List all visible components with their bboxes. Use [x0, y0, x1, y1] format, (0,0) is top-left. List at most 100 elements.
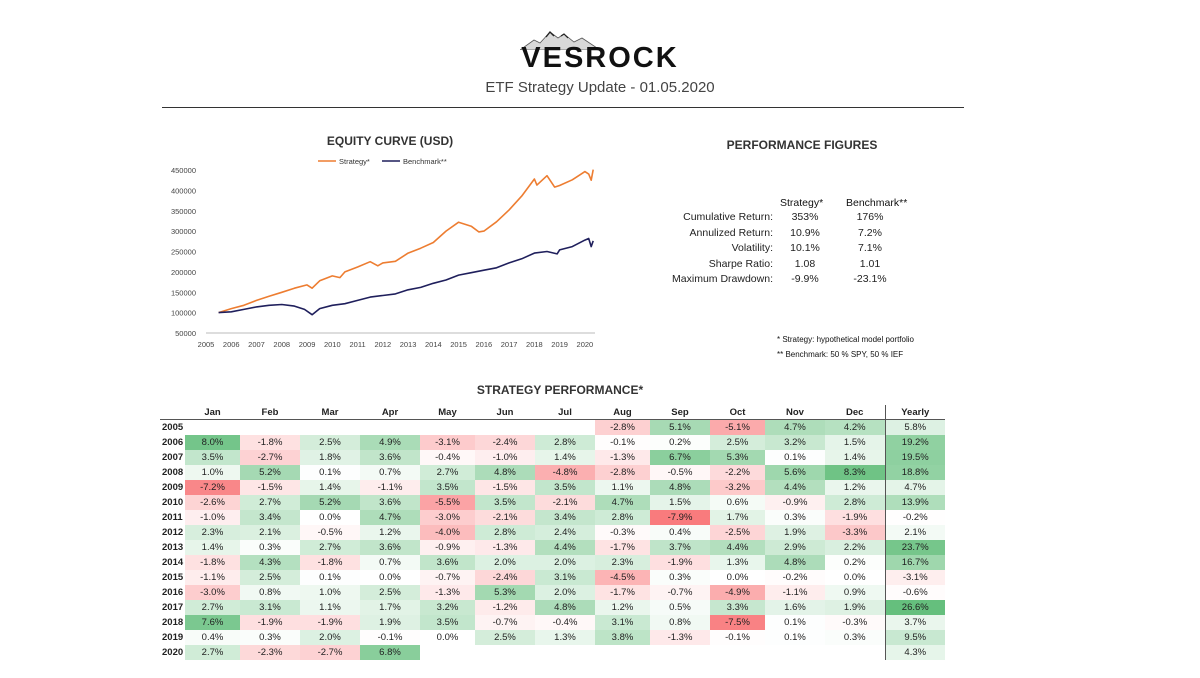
- monthly-return-cell: -1.9%: [825, 510, 885, 525]
- y-tick-label: 150000: [171, 288, 196, 297]
- table-row: 2015 -1.1% 2.5% 0.1% 0.0% -0.7% -2.4% 3.1% -4.5%…: [160, 570, 945, 585]
- metric-label: Volatility:: [731, 242, 773, 254]
- yearly-return-cell: 2.1%: [884, 525, 945, 540]
- benchmark-value: 7.2%: [858, 226, 882, 239]
- benchmark-value: 1.01: [859, 257, 881, 270]
- monthly-return-cell: -4.8%: [535, 465, 595, 480]
- year-header: [160, 405, 185, 420]
- yearly-return-cell: 16.7%: [884, 555, 945, 570]
- monthly-return-cell: -7.9%: [650, 510, 710, 525]
- monthly-return-cell: [185, 419, 240, 435]
- monthly-return-cell: 0.7%: [360, 555, 420, 570]
- monthly-return-cell: 7.6%: [185, 615, 240, 630]
- header-divider: [162, 107, 964, 108]
- monthly-return-cell: 0.0%: [420, 630, 475, 645]
- yearly-return-cell: -0.6%: [884, 585, 945, 600]
- monthly-return-cell: 2.5%: [240, 570, 300, 585]
- monthly-return-cell: 2.3%: [185, 525, 240, 540]
- metric-label: Annulized Return:: [689, 226, 773, 239]
- monthly-return-cell: 3.5%: [420, 480, 475, 495]
- monthly-return-cell: -1.5%: [475, 480, 535, 495]
- monthly-return-cell: 3.8%: [595, 630, 650, 645]
- monthly-return-cell: 5.6%: [765, 465, 825, 480]
- year-label: 2017: [162, 602, 184, 613]
- monthly-return-cell: 1.5%: [650, 495, 710, 510]
- table-row: 2019 0.4% 0.3% 2.0% -0.1% 0.0% 2.5% 1.3% 3.8% -1.…: [160, 630, 945, 645]
- year-label: 2009: [162, 482, 184, 493]
- monthly-return-cell: 3.4%: [240, 510, 300, 525]
- month-header: Nov: [765, 405, 825, 420]
- monthly-return-cell: [475, 645, 535, 660]
- monthly-return-cell: 1.1%: [300, 600, 360, 615]
- year-label: 2016: [162, 587, 184, 598]
- monthly-return-cell: 2.3%: [595, 555, 650, 570]
- monthly-return-cell: 1.4%: [300, 480, 360, 495]
- performance-figures-title: PERFORMANCE FIGURES: [726, 138, 878, 152]
- monthly-return-cell: -1.2%: [475, 600, 535, 615]
- benchmark-value: 176%: [856, 211, 884, 223]
- x-tick-label: 2010: [324, 340, 341, 349]
- monthly-return-cell: 3.2%: [765, 435, 825, 450]
- report-subtitle: ETF Strategy Update - 01.05.2020: [485, 79, 715, 96]
- monthly-return-cell: 0.1%: [300, 570, 360, 585]
- month-header: Sep: [650, 405, 710, 420]
- monthly-return-cell: 1.0%: [185, 465, 240, 480]
- y-tick-label: 200000: [171, 268, 196, 277]
- x-tick-label: 2017: [501, 340, 518, 349]
- table-row: 2012 2.3% 2.1% -0.5% 1.2% -4.0% 2.8% 2.4% -0.3% 0…: [160, 525, 945, 540]
- monthly-return-cell: 1.4%: [185, 540, 240, 555]
- monthly-return-cell: [765, 645, 825, 660]
- monthly-return-cell: [535, 419, 595, 435]
- monthly-return-cell: -1.9%: [300, 615, 360, 630]
- monthly-return-cell: 2.8%: [825, 495, 885, 510]
- monthly-return-cell: 6.8%: [360, 645, 420, 660]
- monthly-return-cell: -5.5%: [420, 495, 475, 510]
- chart-title: EQUITY CURVE (USD): [326, 134, 454, 148]
- monthly-return-cell: 1.8%: [300, 450, 360, 465]
- monthly-return-cell: -3.0%: [185, 585, 240, 600]
- month-header: Aug: [595, 405, 650, 420]
- monthly-return-cell: -0.1%: [360, 630, 420, 645]
- monthly-return-cell: 2.8%: [535, 435, 595, 450]
- year-label: 2012: [162, 527, 184, 538]
- monthly-return-cell: 2.0%: [300, 630, 360, 645]
- equity-curve-chart: EQUITY CURVE (USD) 50000 100000 150000 2000…: [160, 128, 600, 358]
- year-label: 2013: [162, 542, 184, 553]
- yearly-return-cell: 9.5%: [884, 630, 945, 645]
- monthly-return-cell: -0.2%: [765, 570, 825, 585]
- month-header: Feb: [240, 405, 300, 420]
- monthly-return-cell: 2.7%: [240, 495, 300, 510]
- table-row: 2013 1.4% 0.3% 2.7% 3.6% -0.9% -1.3% 4.4% -1.7% 3…: [160, 540, 945, 555]
- table-row: 2009 -7.2% -1.5% 1.4% -1.1% 3.5% -1.5% 3.5% 1.1%…: [160, 480, 945, 495]
- monthly-return-cell: 0.3%: [240, 540, 300, 555]
- monthly-return-cell: -2.2%: [710, 465, 765, 480]
- monthly-return-cell: -0.9%: [420, 540, 475, 555]
- x-tick-label: 2009: [299, 340, 316, 349]
- table-row: 2018 7.6% -1.9% -1.9% 1.9% 3.5% -0.7% -0.4% 3.1%…: [160, 615, 945, 630]
- monthly-return-cell: 3.5%: [185, 450, 240, 465]
- year-label: 2008: [162, 467, 184, 478]
- monthly-return-cell: 0.2%: [650, 435, 710, 450]
- monthly-return-cell: 2.8%: [595, 510, 650, 525]
- monthly-return-cell: -1.7%: [595, 540, 650, 555]
- brand-name: VESROCK: [521, 42, 679, 74]
- strategy-value: 353%: [791, 211, 819, 223]
- monthly-return-cell: 0.0%: [300, 510, 360, 525]
- yearly-return-cell: 4.7%: [884, 480, 945, 495]
- metric-label: Cumulative Return:: [683, 211, 773, 223]
- monthly-return-cell: 2.7%: [185, 645, 240, 660]
- monthly-return-cell: 5.2%: [300, 495, 360, 510]
- monthly-return-cell: 3.5%: [420, 615, 475, 630]
- monthly-return-cell: -4.5%: [595, 570, 650, 585]
- monthly-return-cell: 1.2%: [595, 600, 650, 615]
- monthly-return-cell: -7.5%: [710, 615, 765, 630]
- monthly-return-cell: -0.3%: [595, 525, 650, 540]
- yearly-return-cell: 19.2%: [884, 435, 945, 450]
- monthly-return-cell: 3.5%: [475, 495, 535, 510]
- monthly-return-cell: -1.8%: [185, 555, 240, 570]
- x-tick-label: 2020: [577, 340, 594, 349]
- monthly-return-cell: 1.4%: [535, 450, 595, 465]
- strategy-performance-title: STRATEGY PERFORMANCE*: [476, 383, 644, 397]
- table-row: 2010 -2.6% 2.7% 5.2% 3.6% -5.5% 3.5% -2.1% 4.7% 1…: [160, 495, 945, 510]
- benchmark-column-header: Benchmark**: [846, 197, 908, 209]
